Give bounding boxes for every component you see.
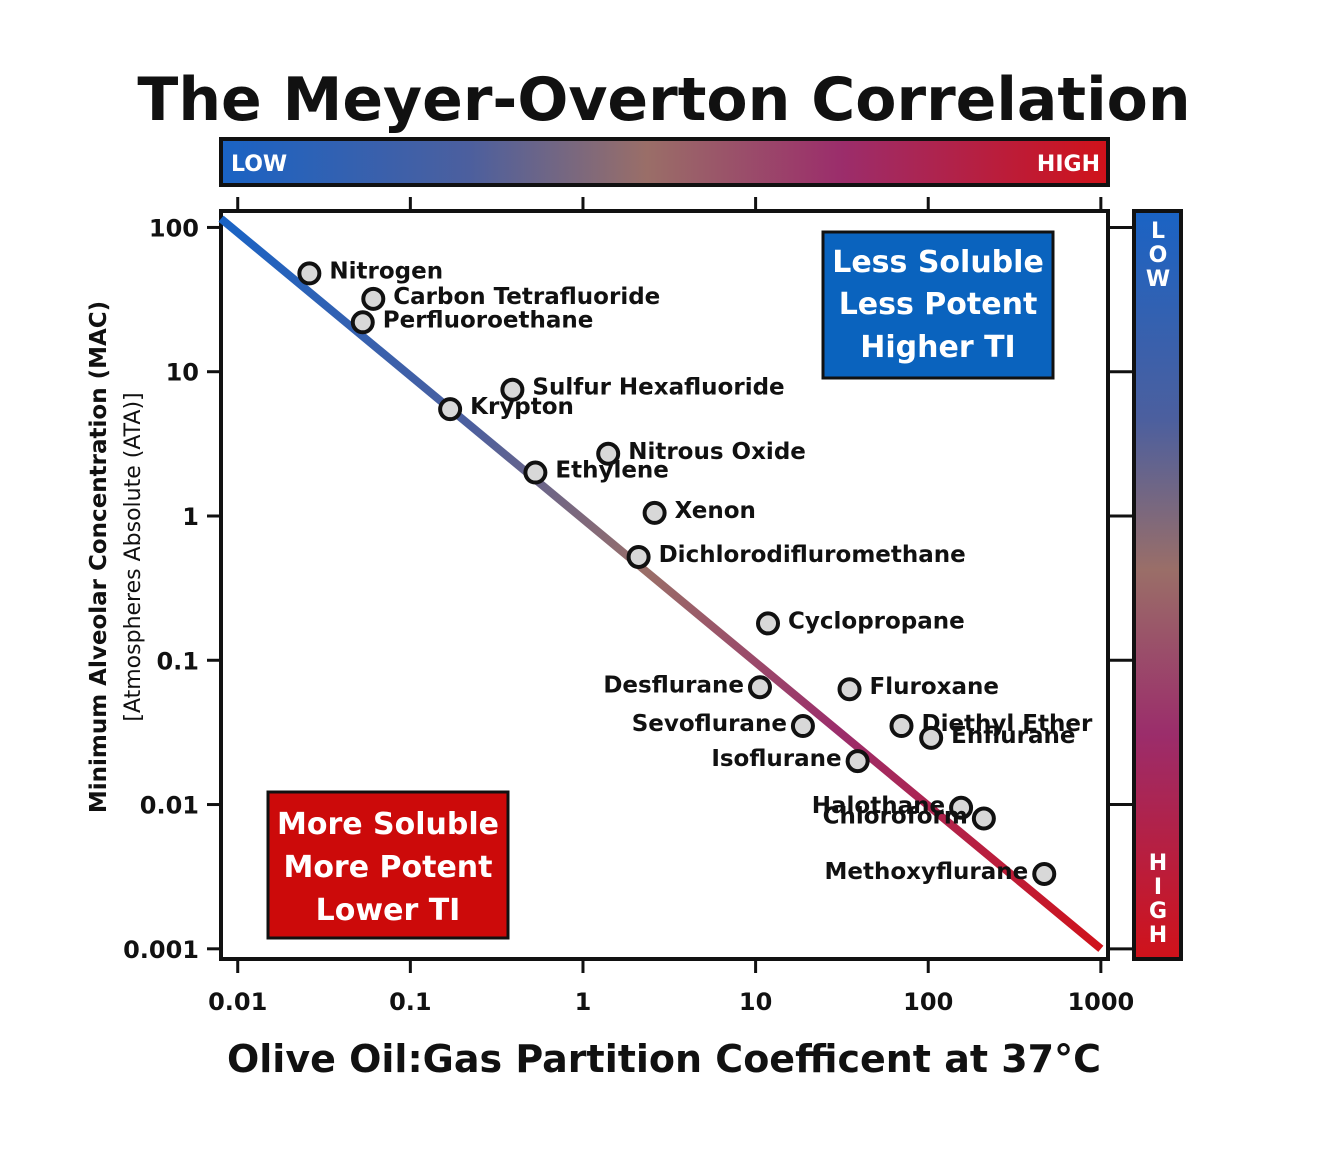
- point-carbon-tetrafluoride: Carbon Tetrafluoride: [361, 284, 660, 311]
- point-fluroxane: Fluroxane: [837, 674, 999, 702]
- point-label: Sulfur Hexafluoride: [532, 375, 784, 401]
- point-enflurane: Enflurane: [919, 723, 1076, 750]
- point-marker: [438, 397, 463, 422]
- point-halothane: Halothane: [812, 793, 974, 820]
- chart-title: The Meyer-Overton Correlation: [137, 65, 1190, 135]
- point-marker: [297, 261, 322, 286]
- x-tick-label: 0.1: [389, 988, 432, 1016]
- y-axis-subtitle: [Atmospheres Absolute (ATA)]: [121, 392, 146, 721]
- point-chloroform: Chloroform: [823, 804, 996, 831]
- point-marker: [837, 677, 862, 702]
- point-cyclopropane: Cyclopropane: [756, 608, 965, 636]
- point-label: Chloroform: [823, 804, 968, 830]
- top-colorbar-low-label: LOW: [231, 152, 287, 177]
- point-label: Enflurane: [951, 723, 1075, 749]
- x-tick-label: 0.01: [208, 988, 267, 1016]
- point-sulfur-hexafluoride: Sulfur Hexafluoride: [500, 375, 785, 402]
- point-label: Nitrogen: [329, 258, 443, 284]
- point-nitrous-oxide: Nitrous Oxide: [596, 439, 806, 466]
- point-label: Sevoflurane: [632, 711, 787, 737]
- y-tick-label: 0.001: [123, 936, 199, 964]
- point-label: Diethyl Ether: [921, 711, 1093, 737]
- annotation-more-soluble-box: [266, 790, 510, 940]
- x-tick-label: 10: [739, 988, 772, 1016]
- annotation-line-3: Lower TI: [316, 893, 461, 928]
- point-marker: [919, 725, 944, 750]
- point-marker: [756, 611, 781, 636]
- annotation-line-2: Less Potent: [839, 287, 1038, 322]
- point-label: Cyclopropane: [788, 608, 965, 634]
- point-dichlorodifluromethane: Dichlorodifluromethane: [626, 542, 966, 569]
- annotation-line-3: Higher TI: [860, 330, 1015, 365]
- point-perfluoroethane: Perfluoroethane: [350, 307, 594, 335]
- top-colorbar-high-label: HIGH: [1037, 152, 1100, 177]
- point-label: Desflurane: [603, 672, 744, 698]
- point-label: Isoflurane: [711, 746, 841, 772]
- x-tick-label: 1: [575, 988, 592, 1016]
- point-marker: [350, 310, 375, 335]
- point-marker: [949, 795, 974, 820]
- point-marker: [523, 460, 548, 485]
- point-label: Nitrous Oxide: [628, 439, 806, 465]
- point-nitrogen: Nitrogen: [297, 258, 443, 286]
- point-diethyl-ether: Diethyl Ether: [889, 711, 1093, 739]
- x-axis-title: Olive Oil:Gas Partition Coefficent at 37…: [227, 1037, 1101, 1081]
- y-tick-label: 10: [166, 359, 199, 387]
- point-marker: [747, 675, 772, 700]
- y-tick-label: 0.1: [156, 647, 199, 675]
- annotation-line-1: Less Soluble: [832, 245, 1044, 280]
- point-label: Perfluoroethane: [383, 307, 594, 333]
- point-label: Fluroxane: [870, 674, 999, 700]
- point-marker: [596, 441, 621, 466]
- point-marker: [361, 286, 386, 311]
- point-methoxyflurane: Methoxyflurane: [825, 859, 1057, 887]
- y-tick-label: 0.01: [140, 792, 199, 820]
- point-marker: [1032, 862, 1057, 887]
- right-colorbar-gradient: [1132, 209, 1183, 961]
- point-label: Xenon: [675, 498, 756, 524]
- x-tick-label: 1000: [1067, 988, 1134, 1016]
- point-marker: [971, 806, 996, 831]
- top-colorbar-gradient: [219, 137, 1110, 187]
- x-axis: 0.01 0.1 1 10 100 1000: [208, 197, 1134, 1016]
- point-label: Halothane: [812, 793, 945, 819]
- annotation-line-2: More Potent: [283, 850, 492, 885]
- y-axis-title: Minimum Alveolar Concentration (MAC): [86, 301, 112, 813]
- point-label: Krypton: [470, 394, 574, 420]
- point-xenon: Xenon: [642, 498, 756, 525]
- point-label: Dichlorodifluromethane: [659, 542, 966, 568]
- point-marker: [889, 714, 914, 739]
- point-marker: [626, 544, 651, 569]
- point-desflurane: Desflurane: [603, 672, 772, 700]
- point-ethylene: Ethylene: [523, 458, 669, 485]
- point-marker: [845, 749, 870, 774]
- trend-line: [218, 215, 1104, 952]
- x-tick-label: 100: [903, 988, 953, 1016]
- y-tick-label: 1: [182, 503, 199, 531]
- point-label: Ethylene: [555, 458, 669, 484]
- point-marker: [790, 714, 815, 739]
- top-colorbar: LOW HIGH: [219, 137, 1110, 187]
- annotation-line-1: More Soluble: [277, 807, 499, 842]
- point-label: Methoxyflurane: [825, 859, 1029, 885]
- point-isoflurane: Isoflurane: [711, 746, 870, 774]
- point-sevoflurane: Sevoflurane: [632, 711, 815, 739]
- annotation-less-soluble-box: [821, 230, 1055, 380]
- point-marker: [500, 377, 525, 402]
- point-marker: [642, 500, 667, 525]
- point-label: Carbon Tetrafluoride: [393, 284, 660, 310]
- point-krypton: Krypton: [438, 394, 574, 422]
- y-tick-label: 100: [149, 214, 199, 242]
- annotation-less-soluble: Less Soluble Less Potent Higher TI: [821, 230, 1055, 380]
- annotation-more-soluble: More Soluble More Potent Lower TI: [266, 790, 510, 940]
- y-axis: 100 10 1 0.1 0.01 0.001: [123, 214, 1134, 964]
